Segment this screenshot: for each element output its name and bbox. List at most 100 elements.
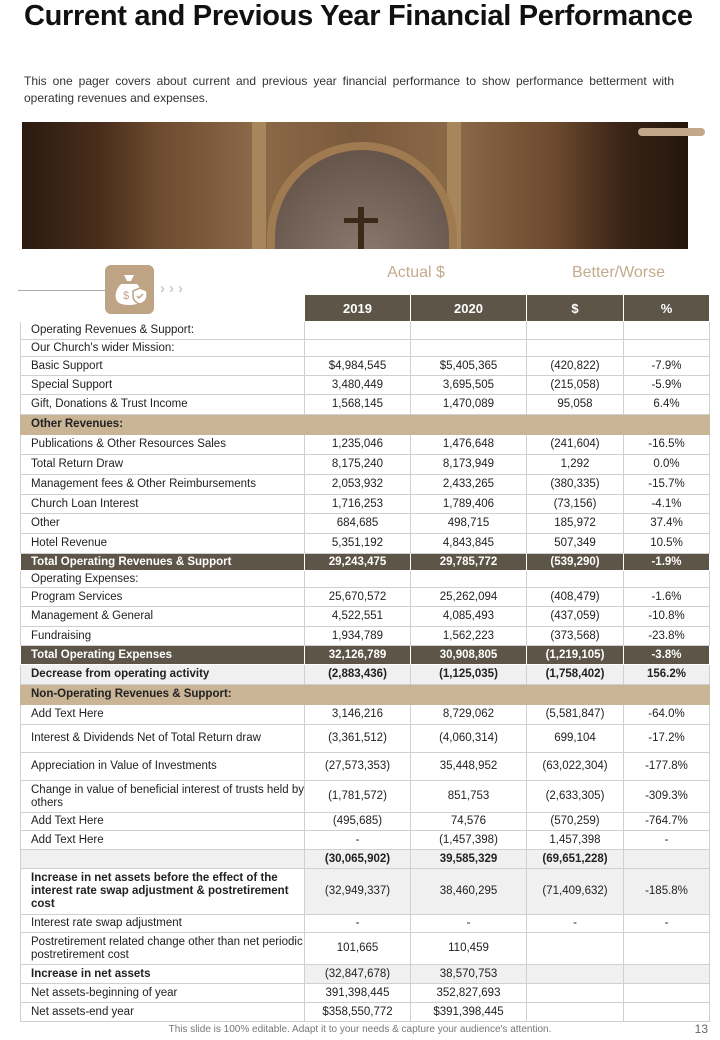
cell-2020 <box>411 571 527 588</box>
table-row: Add Text Here - (1,457,398) 1,457,398- <box>20 831 710 850</box>
cell-diff-percent: -15.7% <box>624 475 710 495</box>
cell-2019: 1,716,253 <box>305 495 411 514</box>
row-label: Total Return Draw <box>20 455 305 475</box>
svg-text:$: $ <box>123 290 129 302</box>
money-bag-shield-icon: $ <box>105 265 154 314</box>
footer-note: This slide is 100% editable. Adapt it to… <box>168 1024 552 1035</box>
cell-2019: (3,361,512) <box>305 725 411 753</box>
column-header: % <box>624 295 710 322</box>
row-label: Non-Operating Revenues & Support: <box>20 685 305 705</box>
cell-diff-dollar: (73,156) <box>527 495 624 514</box>
row-label: Fundraising <box>20 627 305 646</box>
cell-diff-percent <box>624 685 710 705</box>
cell-2019: $358,550,772 <box>305 1003 411 1022</box>
table-row: Operating Revenues & Support: <box>20 322 710 340</box>
table-row: Net assets-beginning of year 391,398,445 3… <box>20 984 710 1003</box>
row-label: Change in value of beneficial interest o… <box>20 781 305 813</box>
page-title: Current and Previous Year Financial Perf… <box>24 0 693 32</box>
cell-2020: 851,753 <box>411 781 527 813</box>
table-row: Program Services 25,670,572 25,262,094 (408… <box>20 588 710 607</box>
row-label: Basic Support <box>20 357 305 376</box>
cell-2019: $4,984,545 <box>305 357 411 376</box>
cell-2019: 1,235,046 <box>305 435 411 455</box>
cell-2019: - <box>305 831 411 850</box>
cell-diff-dollar: (215,058) <box>527 376 624 395</box>
cell-2020: 29,785,772 <box>411 554 527 571</box>
cell-2019: 3,146,216 <box>305 705 411 725</box>
cell-2020: - <box>411 915 527 933</box>
divider <box>18 290 108 291</box>
table-row: Add Text Here 3,146,216 8,729,062 (5,581,84… <box>20 705 710 725</box>
cell-2020: 1,562,223 <box>411 627 527 646</box>
cell-2019: 1,934,789 <box>305 627 411 646</box>
cell-2019: (32,949,337) <box>305 869 411 915</box>
cell-2020: 4,843,845 <box>411 534 527 554</box>
row-label: Increase in net assets <box>20 965 305 984</box>
row-label: Add Text Here <box>20 831 305 850</box>
cell-diff-percent: 37.4% <box>624 514 710 534</box>
church-interior-photo <box>22 122 688 249</box>
cell-diff-dollar <box>527 340 624 357</box>
cell-diff-dollar: 699,104 <box>527 725 624 753</box>
cell-2019: 101,665 <box>305 933 411 965</box>
cell-diff-percent: -7.9% <box>624 357 710 376</box>
cell-2020 <box>411 415 527 435</box>
cell-diff-dollar: (437,059) <box>527 607 624 627</box>
table-row: (30,065,902) 39,585,329 (69,651,228) <box>20 850 710 869</box>
financial-table: 2019 2020 $ % Operating Revenues & Suppo… <box>20 295 710 1022</box>
table-row: Total Operating Revenues & Support 29,243… <box>20 554 710 571</box>
cell-diff-dollar: (69,651,228) <box>527 850 624 869</box>
cell-diff-dollar: (420,822) <box>527 357 624 376</box>
row-label: Management fees & Other Reimbursements <box>20 475 305 495</box>
row-label: Add Text Here <box>20 705 305 725</box>
cell-diff-percent <box>624 415 710 435</box>
cell-2019: (32,847,678) <box>305 965 411 984</box>
cell-2019: 32,126,789 <box>305 646 411 665</box>
cell-2020: $5,405,365 <box>411 357 527 376</box>
better-worse-group-header: Better/Worse <box>571 264 666 281</box>
cell-diff-dollar <box>527 933 624 965</box>
row-label: Publications & Other Resources Sales <box>20 435 305 455</box>
table-row: Fundraising 1,934,789 1,562,223 (373,568) -2… <box>20 627 710 646</box>
row-label: Church Loan Interest <box>20 495 305 514</box>
row-label: Operating Revenues & Support: <box>20 322 305 340</box>
cell-2019: (1,781,572) <box>305 781 411 813</box>
table-row: Our Church's wider Mission: <box>20 340 710 357</box>
cross-icon <box>358 207 364 249</box>
cell-diff-dollar: (408,479) <box>527 588 624 607</box>
cell-diff-dollar: 95,058 <box>527 395 624 415</box>
column-header: 2019 <box>305 295 411 322</box>
actual-group-header: Actual $ <box>387 264 445 281</box>
cell-diff-percent: -4.1% <box>624 495 710 514</box>
cell-diff-percent <box>624 984 710 1003</box>
table-row: Total Operating Expenses 32,126,789 30,908… <box>20 646 710 665</box>
cell-diff-dollar: (1,219,105) <box>527 646 624 665</box>
cell-diff-dollar <box>527 1003 624 1022</box>
table-row: Increase in net assets before the effect… <box>20 869 710 915</box>
cell-diff-percent <box>624 850 710 869</box>
table-row: Interest & Dividends Net of Total Return… <box>20 725 710 753</box>
row-label: Operating Expenses: <box>20 571 305 588</box>
cell-diff-dollar: (373,568) <box>527 627 624 646</box>
cell-diff-percent: -185.8% <box>624 869 710 915</box>
cell-2019: (30,065,902) <box>305 850 411 869</box>
cell-2020: 110,459 <box>411 933 527 965</box>
cell-2020: 74,576 <box>411 813 527 831</box>
chevrons-icon: ››› <box>160 280 187 297</box>
cell-diff-percent: 156.2% <box>624 665 710 685</box>
cell-diff-percent: -10.8% <box>624 607 710 627</box>
cell-2019: 29,243,475 <box>305 554 411 571</box>
table-row: Special Support 3,480,449 3,695,505 (215,05… <box>20 376 710 395</box>
cell-diff-percent: -5.9% <box>624 376 710 395</box>
table-row: Net assets-end year $358,550,772 $391,398,… <box>20 1003 710 1022</box>
table-row: Church Loan Interest 1,716,253 1,789,406 (7… <box>20 495 710 514</box>
cell-diff-percent: 10.5% <box>624 534 710 554</box>
cell-2019: (2,883,436) <box>305 665 411 685</box>
cell-diff-percent: -309.3% <box>624 781 710 813</box>
table-row: Other 684,685 498,715 185,972 37.4% <box>20 514 710 534</box>
cell-2020: 1,476,648 <box>411 435 527 455</box>
row-label: Total Operating Revenues & Support <box>20 554 305 571</box>
page-number: 13 <box>694 1022 708 1036</box>
cell-diff-percent <box>624 322 710 340</box>
row-label: Net assets-end year <box>20 1003 305 1022</box>
